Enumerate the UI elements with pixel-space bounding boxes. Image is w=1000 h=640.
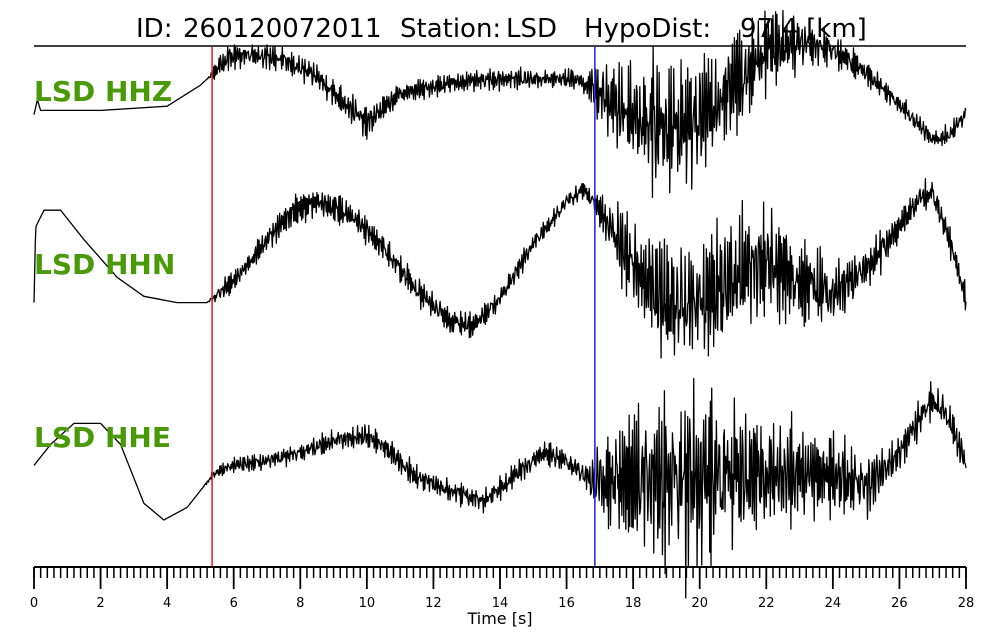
- hypodist-label: HypoDist:: [584, 14, 711, 44]
- tick-label: 28: [958, 596, 975, 611]
- waveform-traces: [33, 9, 967, 599]
- tick-label: 8: [296, 596, 304, 611]
- tick-label: 2: [96, 596, 104, 611]
- event-id-value: 260120072011: [183, 14, 382, 44]
- tick-label: 20: [691, 596, 708, 611]
- tick-label: 22: [758, 596, 775, 611]
- tick-label: 24: [825, 596, 842, 611]
- trace-lsd-hhz: [33, 9, 967, 198]
- channel-label-lsd-hhe: LSD HHE: [34, 421, 171, 454]
- tick-label: 16: [558, 596, 575, 611]
- channel-label-lsd-hhn: LSD HHN: [34, 248, 175, 281]
- tick-label: 0: [30, 596, 38, 611]
- hypodist-value: 97.4 [km]: [740, 14, 867, 44]
- tick-label: 6: [230, 596, 238, 611]
- station-label: Station:: [400, 14, 501, 44]
- event-id-label: ID:: [136, 14, 172, 44]
- phase-pick-markers: [211, 47, 596, 567]
- channel-label-lsd-hhz: LSD HHZ: [34, 75, 172, 108]
- tick-label: 4: [163, 596, 171, 611]
- trace-lsd-hhe: [33, 378, 967, 599]
- trace-lsd-hhn: [33, 178, 967, 359]
- tick-label: 12: [425, 596, 442, 611]
- tick-label: 26: [891, 596, 908, 611]
- tick-label: 18: [625, 596, 642, 611]
- station-value: LSD: [506, 14, 557, 44]
- channel-labels: LSD HHZ LSD HHN LSD HHE: [34, 75, 175, 454]
- tick-label: 10: [359, 596, 376, 611]
- x-axis-label: Time [s]: [466, 609, 532, 628]
- tick-label: 14: [492, 596, 509, 611]
- figure-title: ID: 260120072011 Station: LSD HypoDist: …: [136, 14, 867, 44]
